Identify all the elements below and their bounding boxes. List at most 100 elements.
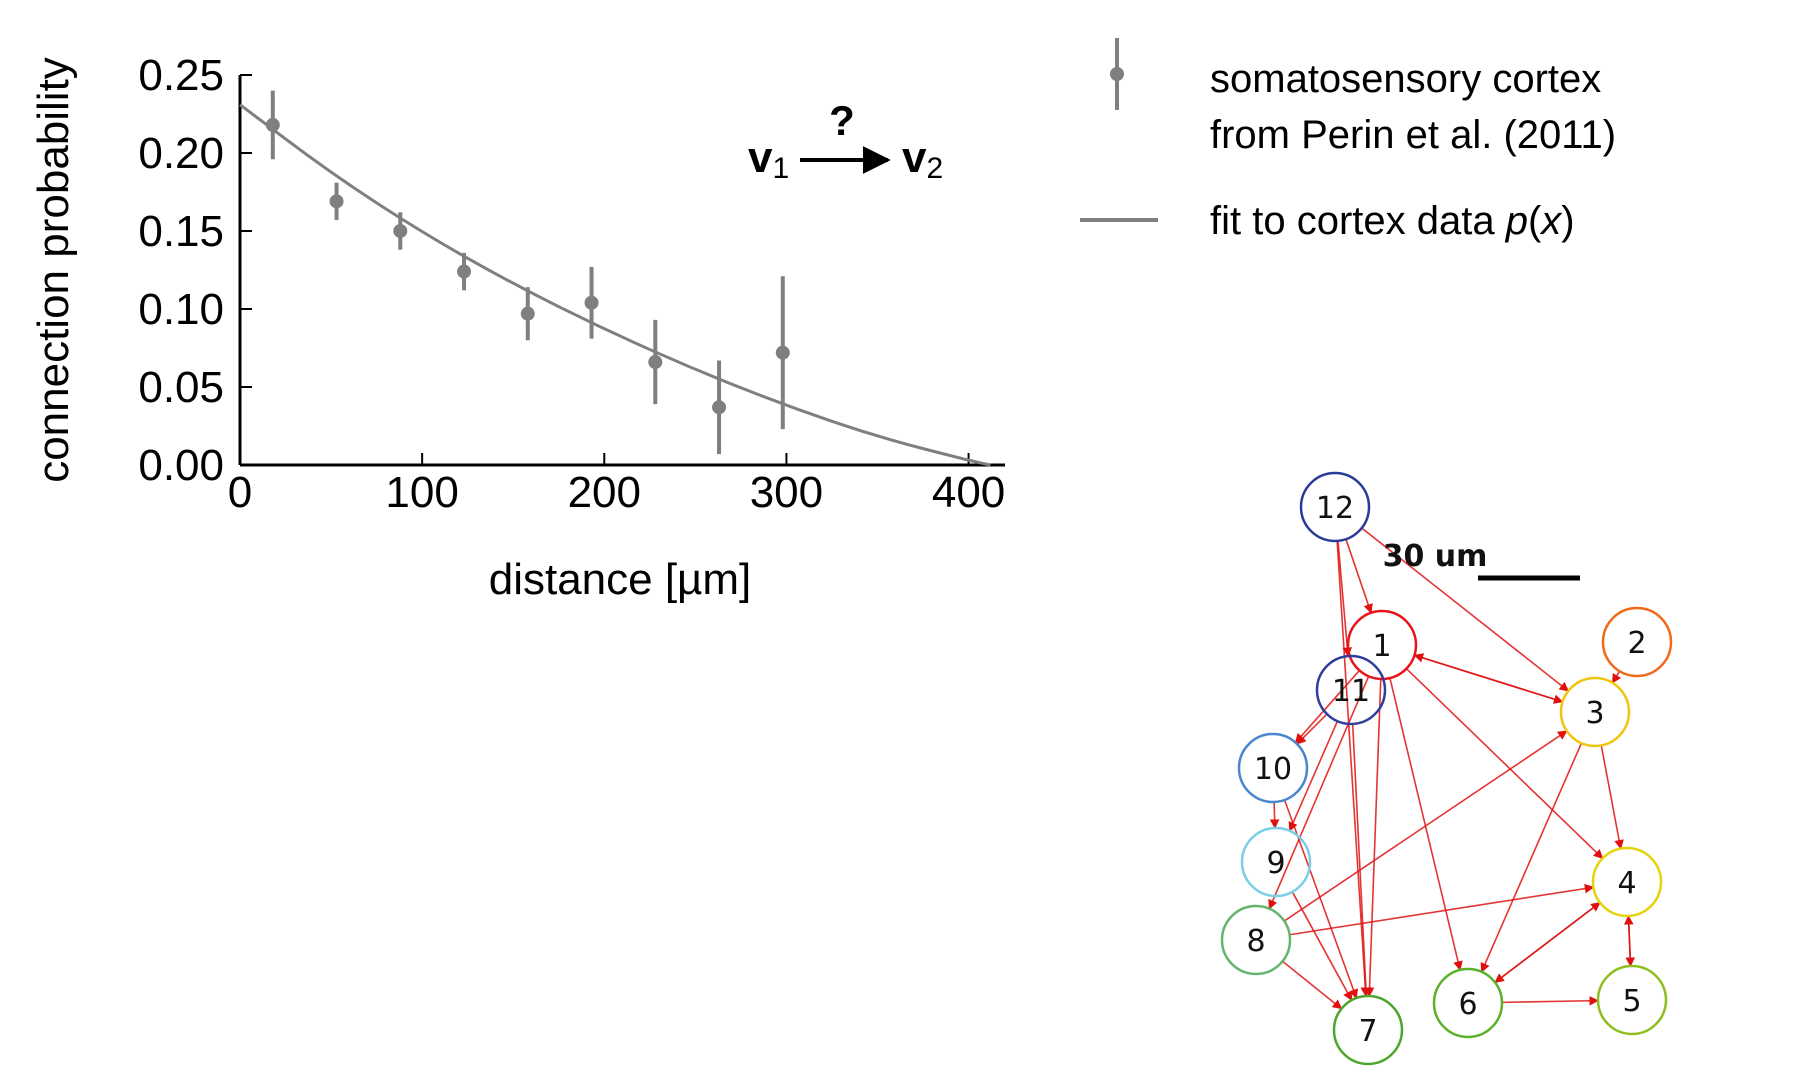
- edge-8-to-3: [1283, 730, 1568, 922]
- neuron-node-5: 5: [1596, 964, 1668, 1036]
- neuron-node-6: 6: [1432, 967, 1504, 1039]
- edge-3-to-6: [1480, 742, 1583, 973]
- edge-3-to-1: [1413, 653, 1563, 703]
- edge-11-to-7: [1351, 723, 1371, 998]
- data-point: [329, 182, 344, 221]
- data-point-marker: [775, 345, 790, 360]
- v1-label: v1: [748, 133, 789, 185]
- data-point: [648, 319, 663, 405]
- data-point-marker: [712, 400, 727, 415]
- scale-bar-label: 30 um: [1383, 539, 1488, 574]
- edge-10-to-9: [1269, 801, 1280, 829]
- edge-12-to-1: [1345, 538, 1373, 614]
- data-point: [712, 360, 727, 455]
- data-point-marker: [648, 355, 663, 370]
- neuron-node-10: 10: [1237, 732, 1309, 804]
- x-tick-label: 300: [750, 468, 823, 517]
- edge-9-to-7: [1291, 891, 1353, 1002]
- legend-data-line2: from Perin et al. (2011): [1210, 113, 1616, 157]
- x-tick-label: 0: [228, 468, 252, 517]
- neuron-label: 11: [1332, 674, 1370, 709]
- connection-question-mark: ?: [829, 97, 855, 144]
- neuron-label: 1: [1372, 629, 1391, 664]
- data-point-marker: [520, 306, 535, 321]
- neuron-label: 6: [1458, 987, 1477, 1022]
- edge-12-to-7: [1336, 540, 1371, 998]
- neuron-node-12: 12: [1299, 471, 1371, 543]
- data-point: [457, 252, 472, 291]
- edge-6-to-5: [1501, 995, 1599, 1006]
- neuron-node-9: 9: [1240, 826, 1312, 898]
- edge-1-to-4: [1405, 668, 1604, 860]
- edge-2-to-3: [1611, 670, 1622, 684]
- y-axis-label: connection probability: [29, 57, 78, 483]
- legend-data-line1: somatosensory cortex: [1210, 57, 1601, 101]
- edge-10-to-7: [1283, 799, 1358, 999]
- neuron-label: 9: [1266, 846, 1285, 881]
- data-point-marker: [457, 264, 472, 279]
- neuron-circle: [1432, 967, 1504, 1039]
- neuron-circle: [1237, 732, 1309, 804]
- edge-11-to-9: [1288, 720, 1339, 832]
- neuron-circle: [1591, 846, 1663, 918]
- neuron-circle: [1559, 676, 1631, 748]
- neuron-circle: [1240, 826, 1312, 898]
- legend-fit-func: p: [1505, 199, 1528, 243]
- y-tick-label: 0.05: [138, 363, 224, 412]
- chart-axes: [238, 75, 1005, 467]
- neuron-circle: [1601, 606, 1673, 678]
- neuron-label: 4: [1617, 866, 1636, 901]
- network-edges: [1268, 527, 1635, 1010]
- data-point-marker: [584, 295, 599, 310]
- neuron-node-7: 7: [1332, 994, 1404, 1066]
- legend-data-marker: [1110, 38, 1124, 110]
- legend-fit-var: x: [1539, 199, 1563, 243]
- scale-bar: 30 um: [1383, 539, 1580, 581]
- data-point-marker: [393, 224, 408, 238]
- legend-fit-paren-open: (: [1528, 199, 1542, 243]
- data-point: [393, 212, 408, 250]
- neuron-node-3: 3: [1559, 676, 1631, 748]
- x-tick-label: 200: [568, 468, 641, 517]
- edge-12-to-11: [1337, 540, 1353, 658]
- neuron-label: 2: [1627, 626, 1646, 661]
- data-point-marker: [329, 194, 344, 209]
- neuron-label: 12: [1316, 491, 1354, 526]
- edge-8-to-4: [1289, 883, 1595, 936]
- fit-curve-layer: [239, 103, 991, 467]
- edge-11-to-10: [1296, 713, 1328, 745]
- neuron-node-2: 2: [1601, 606, 1673, 678]
- y-tick-label: 0.25: [138, 51, 224, 100]
- neuron-label: 5: [1622, 984, 1641, 1019]
- neuron-circle: [1332, 994, 1404, 1066]
- neuron-label: 8: [1246, 924, 1265, 959]
- x-axis-label: distance [µm]: [489, 555, 752, 604]
- data-point: [520, 287, 535, 341]
- x-tick-label: 100: [385, 468, 458, 517]
- edge-3-to-4: [1600, 745, 1624, 850]
- connection-schematic: v1 ? v2: [748, 97, 943, 185]
- edge-1-to-10: [1294, 669, 1361, 744]
- neuron-label: 7: [1358, 1014, 1377, 1049]
- chart-legend: somatosensory cortex from Perin et al. (…: [1080, 38, 1616, 243]
- data-point: [584, 266, 599, 339]
- v2-letter: v: [902, 133, 927, 182]
- neuron-node-8: 8: [1220, 904, 1292, 976]
- v1-subscript: 1: [772, 152, 789, 185]
- neuron-circle: [1596, 964, 1668, 1036]
- neuron-circle: [1299, 471, 1371, 543]
- legend-fit-prefix: fit to cortex data: [1210, 199, 1506, 243]
- y-tick-label: 0.15: [138, 207, 224, 256]
- y-tick-label: 0.00: [138, 441, 224, 490]
- neuron-node-11: 11: [1315, 654, 1387, 726]
- x-tick-label: 400: [932, 468, 1005, 517]
- edge-6-to-4: [1494, 901, 1601, 984]
- y-tick-label: 0.10: [138, 285, 224, 334]
- neuron-label: 3: [1585, 696, 1604, 731]
- data-point: [265, 90, 280, 160]
- data-point: [775, 276, 790, 430]
- neuron-label: 10: [1254, 752, 1292, 787]
- edge-1-to-8: [1268, 675, 1370, 910]
